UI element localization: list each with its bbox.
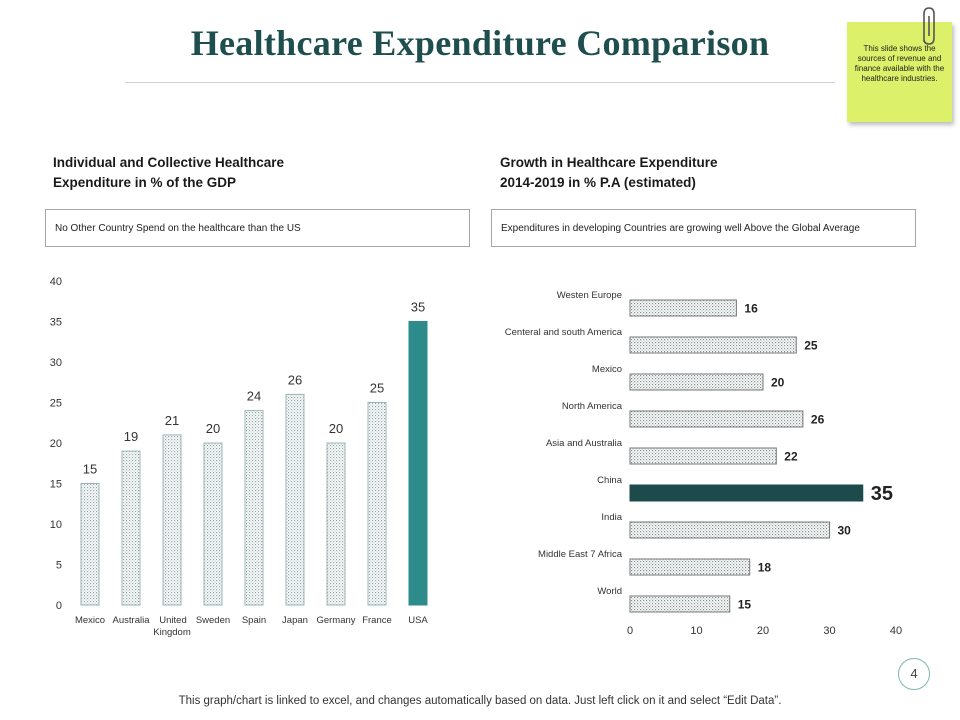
x-tick-label: 30 bbox=[823, 625, 835, 637]
bar-spain bbox=[244, 410, 264, 606]
y-tick-label: 40 bbox=[50, 276, 62, 288]
x-tick-label: Germany bbox=[316, 615, 355, 626]
left-heading-line2: Expenditure in % of the GDP bbox=[53, 175, 237, 190]
data-label: 24 bbox=[247, 389, 261, 404]
page-title: Healthcare Expenditure Comparison bbox=[190, 23, 770, 63]
data-label: 20 bbox=[771, 376, 785, 390]
y-tick-label: 30 bbox=[50, 357, 62, 369]
x-tick-label: 0 bbox=[627, 625, 633, 637]
bar-asia-and-australia bbox=[629, 447, 777, 465]
x-tick-label: Kingdom bbox=[153, 627, 191, 638]
x-tick-label: 20 bbox=[757, 625, 769, 637]
page-number-badge: 4 bbox=[898, 658, 930, 690]
bar-middle-east-7-africa bbox=[629, 558, 751, 576]
y-category-label: World bbox=[597, 586, 622, 597]
data-label: 20 bbox=[329, 421, 343, 436]
sticky-note-text: This slide shows the sources of revenue … bbox=[854, 44, 945, 83]
bar-mexico bbox=[629, 373, 764, 391]
y-category-label: North America bbox=[562, 401, 623, 412]
y-tick-label: 35 bbox=[50, 317, 62, 329]
data-label: 25 bbox=[370, 381, 384, 396]
bar-sweden bbox=[203, 442, 223, 606]
x-tick-label: France bbox=[362, 615, 392, 626]
y-tick-label: 20 bbox=[50, 438, 62, 450]
bar-united-kingdom bbox=[162, 434, 182, 606]
bar-westen-europe bbox=[629, 299, 737, 317]
data-label: 20 bbox=[206, 421, 220, 436]
data-label: 35 bbox=[411, 300, 425, 315]
y-category-label: Centeral and south America bbox=[505, 327, 623, 338]
paperclip-icon bbox=[923, 7, 935, 45]
y-tick-label: 0 bbox=[56, 600, 62, 612]
bar-india bbox=[629, 521, 830, 539]
left-chart-heading: Individual and Collective Healthcare Exp… bbox=[53, 153, 284, 193]
x-tick-label: USA bbox=[408, 615, 428, 626]
x-tick-label: Spain bbox=[242, 615, 266, 626]
bar-australia bbox=[121, 450, 141, 606]
data-label: 15 bbox=[738, 598, 752, 612]
left-heading-line1: Individual and Collective Healthcare bbox=[53, 155, 285, 170]
data-label: 22 bbox=[784, 450, 798, 464]
bar-mexico bbox=[80, 483, 100, 606]
right-heading-line1: Growth in Healthcare Expenditure bbox=[500, 155, 718, 170]
right-chart-heading: Growth in Healthcare Expenditure 2014-20… bbox=[500, 153, 718, 193]
right-heading-line2: 2014-2019 in % P.A (estimated) bbox=[500, 175, 696, 190]
data-label: 30 bbox=[838, 524, 852, 538]
title-divider bbox=[125, 82, 835, 83]
bar-world bbox=[629, 595, 731, 613]
data-label: 16 bbox=[744, 302, 758, 316]
y-tick-label: 10 bbox=[50, 519, 62, 531]
gdp-bar-chart: 0 5 10 15 20 25 30 35 40 15 Mexico 19 Australia 21 Uni… bbox=[50, 276, 429, 638]
footer-note: This graph/chart is linked to excel, and… bbox=[178, 695, 782, 707]
data-label: 15 bbox=[83, 462, 97, 477]
data-label: 25 bbox=[804, 339, 818, 353]
data-label: 26 bbox=[811, 413, 825, 427]
data-label: 21 bbox=[165, 413, 179, 428]
x-tick-label: Sweden bbox=[196, 615, 230, 626]
bar-germany bbox=[326, 442, 346, 606]
bar-centeral-and-south-america bbox=[629, 336, 797, 354]
y-tick-label: 15 bbox=[50, 479, 62, 491]
y-category-label: Asia and Australia bbox=[546, 438, 623, 449]
y-tick-label: 5 bbox=[56, 560, 62, 572]
x-tick-label: 40 bbox=[890, 625, 902, 637]
right-callout-box: Expenditures in developing Countries are… bbox=[491, 209, 916, 247]
y-category-label: Middle East 7 Africa bbox=[538, 549, 623, 560]
bar-usa bbox=[408, 321, 428, 606]
left-callout-box: No Other Country Spend on the healthcare… bbox=[45, 209, 470, 247]
y-category-label: China bbox=[597, 475, 623, 486]
data-label: 35 bbox=[871, 483, 893, 505]
data-label: 18 bbox=[758, 561, 772, 575]
x-tick-label: 10 bbox=[690, 625, 702, 637]
y-tick-label: 25 bbox=[50, 398, 62, 410]
right-callout-text: Expenditures in developing Countries are… bbox=[501, 222, 860, 234]
y-category-label: Westen Europe bbox=[557, 290, 622, 301]
growth-bar-chart: Westen Europe 16 Centeral and south Americ… bbox=[505, 290, 902, 637]
bar-china bbox=[629, 484, 864, 502]
data-label: 19 bbox=[124, 429, 138, 444]
y-category-label: India bbox=[601, 512, 622, 523]
x-tick-label: Japan bbox=[282, 615, 308, 626]
x-tick-label: Mexico bbox=[75, 615, 105, 626]
x-tick-label: United bbox=[159, 615, 186, 626]
bar-north-america bbox=[629, 410, 804, 428]
bar-japan bbox=[285, 393, 305, 606]
y-category-label: Mexico bbox=[592, 364, 622, 375]
left-callout-text: No Other Country Spend on the healthcare… bbox=[55, 222, 301, 234]
bar-france bbox=[367, 402, 387, 606]
data-label: 26 bbox=[288, 372, 302, 387]
x-tick-label: Australia bbox=[113, 615, 151, 626]
